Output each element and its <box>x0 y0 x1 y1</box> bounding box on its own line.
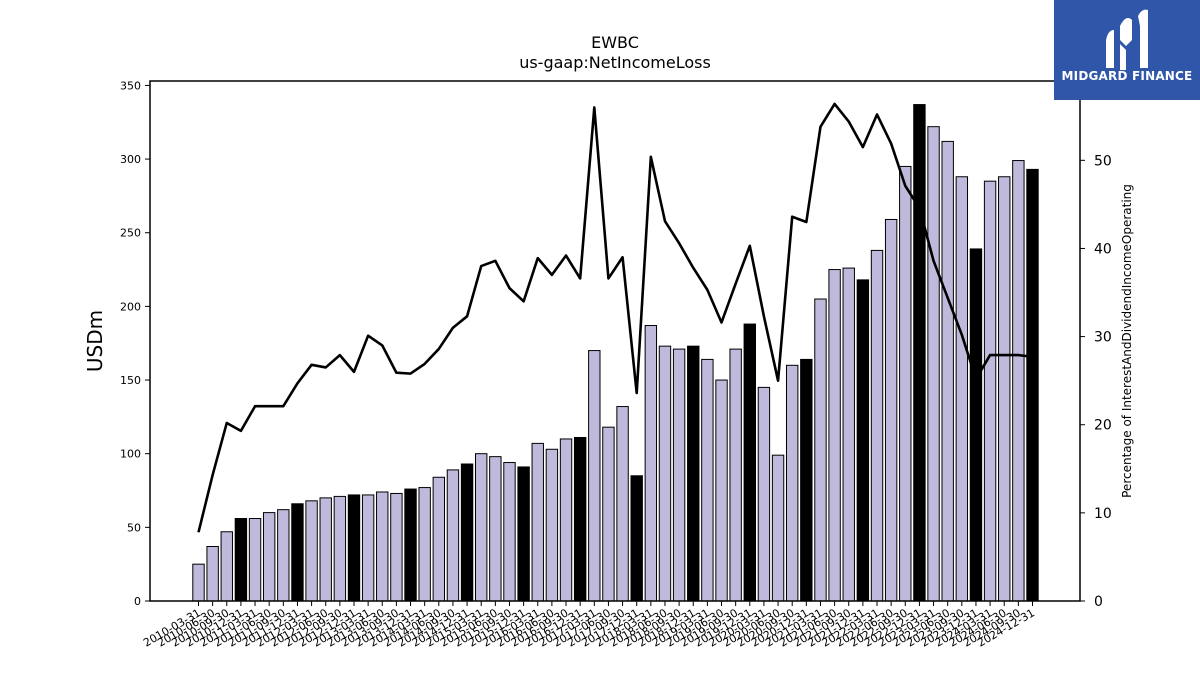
y-axis-right: 0 10 20 30 40 50 <box>1080 153 1112 610</box>
bar-2014-12-31 <box>460 463 474 602</box>
bar-2023-09-30 <box>955 176 969 602</box>
bar-2017-12-31 <box>630 475 643 602</box>
bar-2010-03-31 <box>192 563 205 602</box>
brand-logo: MIDGARD FINANCE <box>1054 0 1200 100</box>
bar-2016-12-31 <box>573 436 587 602</box>
bar-2014-03-31 <box>418 487 431 602</box>
plot-frame <box>149 80 1081 602</box>
bar-2011-12-31 <box>291 503 304 602</box>
bar-2013-03-31 <box>361 494 375 602</box>
bar-2016-09-30 <box>559 438 573 602</box>
bar-2020-09-30 <box>785 364 799 602</box>
y-tick-label-0: 0 <box>134 595 141 608</box>
bar-2016-03-31 <box>531 442 544 602</box>
bar-2020-06-30 <box>771 454 785 602</box>
bar-2013-12-31 <box>404 488 417 602</box>
bar-2023-06-30 <box>941 140 954 602</box>
y2-tick-label-20: 20 <box>1094 418 1112 434</box>
bar-2020-12-31 <box>800 358 813 602</box>
bar-2021-06-30 <box>828 269 841 602</box>
chart-title: EWBC <box>591 33 639 52</box>
line-group <box>197 102 1033 533</box>
bar-2019-03-31 <box>701 358 714 602</box>
y2-tick-label-10: 10 <box>1094 506 1112 522</box>
bar-2021-12-31 <box>856 279 870 602</box>
y-tick-label-150: 150 <box>120 374 141 387</box>
bar-2015-09-30 <box>503 462 516 602</box>
bar-2014-09-30 <box>446 469 460 602</box>
bar-2012-12-31 <box>347 494 361 602</box>
bar-2017-03-31 <box>588 350 601 602</box>
bar-2023-03-31 <box>927 126 940 602</box>
bar-2012-03-31 <box>305 500 318 602</box>
bar-2021-09-30 <box>842 267 855 602</box>
bar-2019-09-30 <box>729 348 742 602</box>
bar-2012-06-30 <box>319 497 332 602</box>
bar-2010-09-30 <box>220 531 233 602</box>
bar-2018-06-30 <box>658 345 672 602</box>
y2-tick-label-30: 30 <box>1094 330 1112 346</box>
bar-2022-06-30 <box>884 218 898 602</box>
y2-tick-label-0: 0 <box>1094 594 1103 610</box>
bar-2018-09-30 <box>672 348 686 602</box>
y-axis-label: USDm <box>83 310 107 372</box>
bar-2012-09-30 <box>333 495 347 602</box>
bar-2017-06-30 <box>602 426 615 602</box>
midgard-logo-icon <box>1106 9 1148 70</box>
bar-2019-12-31 <box>743 323 756 602</box>
bar-2015-06-30 <box>489 456 502 602</box>
bar-2010-12-31 <box>234 518 248 602</box>
y-tick-label-200: 200 <box>120 300 141 313</box>
brand-name: MIDGARD FINANCE <box>1061 69 1193 83</box>
line-series <box>197 102 1033 533</box>
y-axis-left: 0 50 100 150 200 250 300 350 <box>120 79 150 608</box>
bar-2022-12-31 <box>913 104 926 602</box>
bar-2015-12-31 <box>517 466 530 602</box>
bar-2019-06-30 <box>715 379 728 602</box>
y2-axis-label: Percentage of InterestAndDividendIncomeO… <box>1120 184 1134 498</box>
x-axis: 2010-03-312010-06-302010-09-302010-12-31… <box>141 601 1037 650</box>
bar-2024-03-31 <box>983 180 997 602</box>
y-tick-label-300: 300 <box>120 153 141 166</box>
bar-2021-03-31 <box>814 298 827 602</box>
bar-2011-03-31 <box>248 518 262 602</box>
bar-2018-03-31 <box>644 325 658 602</box>
y2-tick-label-40: 40 <box>1094 241 1112 257</box>
bar-2010-06-30 <box>206 546 219 602</box>
y-tick-label-350: 350 <box>120 79 141 92</box>
bar-2013-09-30 <box>390 492 403 602</box>
bar-2024-09-30 <box>1012 160 1025 602</box>
bar-2011-09-30 <box>277 509 290 602</box>
bar-2022-09-30 <box>899 165 912 602</box>
bar-2024-12-31 <box>1026 168 1039 602</box>
y-tick-label-50: 50 <box>127 521 141 534</box>
bar-2015-03-31 <box>475 453 488 602</box>
bar-2020-03-31 <box>757 386 771 602</box>
bar-2017-09-30 <box>616 406 629 602</box>
y-tick-label-100: 100 <box>120 448 141 461</box>
chart-subtitle: us-gaap:NetIncomeLoss <box>519 53 711 72</box>
bars-group <box>192 104 1039 602</box>
y-tick-label-250: 250 <box>120 227 141 240</box>
bar-2024-06-30 <box>998 176 1011 602</box>
y2-tick-label-50: 50 <box>1094 153 1112 169</box>
bar-2014-06-30 <box>432 476 446 602</box>
bar-2011-06-30 <box>262 512 276 602</box>
bar-2013-06-30 <box>376 491 389 602</box>
bar-2018-12-31 <box>687 345 700 602</box>
bar-2023-12-31 <box>969 248 983 602</box>
bar-2016-06-30 <box>545 448 559 602</box>
bar-2022-03-31 <box>870 249 884 602</box>
